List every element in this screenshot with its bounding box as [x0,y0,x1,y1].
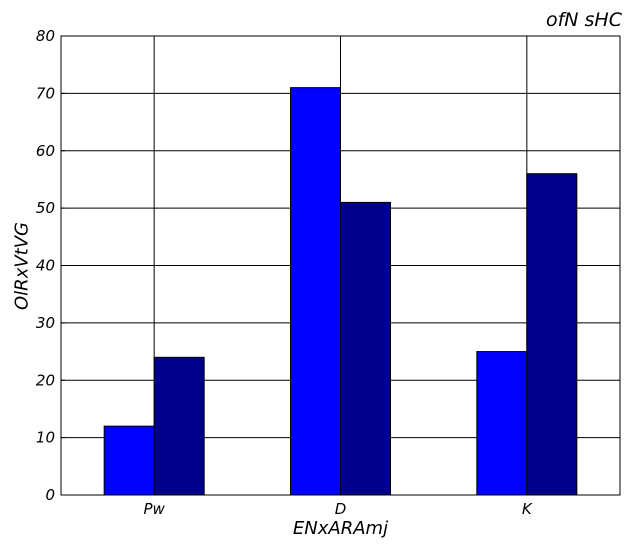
bar-series-2-pw [153,356,205,496]
y-tick-label: 20 [36,371,55,389]
chart-title: ofN sHC [545,9,622,31]
bar-series-2-d [340,201,391,496]
y-tick-label: 0 [45,486,55,504]
bar-series-1-k [476,351,528,496]
y-tick-label: 80 [36,27,55,45]
bar-series-2-k [526,173,578,496]
y-tick-label: 10 [36,429,55,447]
x-tick-label: K [522,500,533,518]
y-tick-label: 40 [36,257,55,275]
y-tick-label: 60 [36,142,55,160]
plot-frame [60,35,621,496]
bar-series-1-pw [103,425,155,496]
x-tick-label: D [335,500,347,518]
bar-series-1-d [290,87,341,496]
y-tick-label: 70 [36,84,55,102]
x-tick-label: Pw [144,500,166,518]
y-tick-label: 30 [36,314,55,332]
y-tick-label: 50 [36,199,55,217]
x-axis-label: ENxARAmj [292,518,389,539]
